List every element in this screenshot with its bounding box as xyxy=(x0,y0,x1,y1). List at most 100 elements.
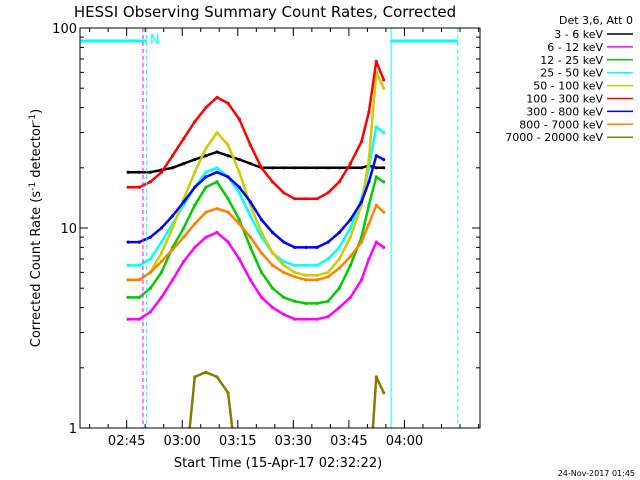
series-point-2-15 xyxy=(293,299,297,303)
series-point-6-16 xyxy=(304,245,308,249)
legend-label-8: 7000 - 20000 keV xyxy=(505,131,603,144)
series-point-0-0 xyxy=(126,170,130,174)
series-point-5-23 xyxy=(374,59,378,64)
series-point-1-23 xyxy=(374,240,378,244)
series-point-7-6 xyxy=(193,222,197,226)
series-point-2-16 xyxy=(304,301,308,305)
x-tick-label-2: 03:15 xyxy=(219,434,256,449)
series-point-6-10 xyxy=(237,185,241,189)
series-point-2-10 xyxy=(237,218,241,222)
legend-label-3: 25 - 50 keV xyxy=(540,67,603,80)
series-point-7-10 xyxy=(237,222,241,226)
series-point-4-12 xyxy=(259,230,264,235)
series-point-1-17 xyxy=(315,317,319,321)
series-point-3-1 xyxy=(137,263,141,267)
series-point-7-7 xyxy=(204,210,208,214)
series-point-4-10 xyxy=(237,170,241,174)
series-point-1-19 xyxy=(337,306,341,310)
y-tick-label-0: 1 xyxy=(69,422,77,437)
series-point-5-10 xyxy=(237,117,241,121)
series-point-7-0 xyxy=(126,278,130,282)
series-point-0-17 xyxy=(315,166,319,170)
series-point-3-17 xyxy=(315,263,319,267)
series-point-6-2 xyxy=(148,235,152,239)
series-point-1-12 xyxy=(259,295,264,299)
series-point-3-18 xyxy=(326,257,330,261)
series-point-4-6 xyxy=(193,170,197,174)
series-point-8-24 xyxy=(382,391,386,395)
series-point-3-3 xyxy=(159,240,164,244)
series-point-4-13 xyxy=(271,251,275,255)
series-point-6-5 xyxy=(182,200,186,204)
series-point-2-18 xyxy=(326,299,330,303)
series-point-1-3 xyxy=(159,295,164,299)
series-point-0-14 xyxy=(282,166,286,170)
y-axis-label-mid: detector xyxy=(29,122,44,182)
series-point-2-7 xyxy=(204,185,208,189)
series-point-2-13 xyxy=(271,286,275,290)
series-point-6-7 xyxy=(204,175,208,179)
series-point-0-9 xyxy=(226,154,230,158)
series-point-6-4 xyxy=(171,214,175,218)
series-point-5-24 xyxy=(382,78,386,82)
series-point-7-24 xyxy=(382,210,386,214)
series-point-6-1 xyxy=(137,240,141,244)
series-point-4-7 xyxy=(204,146,208,150)
series-point-8-23 xyxy=(374,375,378,379)
series-point-6-9 xyxy=(226,175,230,179)
y-tick-label-1: 10 xyxy=(60,222,77,237)
series-point-5-11 xyxy=(248,143,252,147)
series-point-1-16 xyxy=(304,317,308,321)
x-axis-label: Start Time (15-Apr-17 02:32:22) xyxy=(174,456,382,471)
series-point-4-19 xyxy=(337,257,341,261)
series-point-8-8 xyxy=(215,375,219,379)
series-point-5-19 xyxy=(337,180,341,184)
series-point-0-4 xyxy=(171,166,175,170)
series-point-5-6 xyxy=(193,120,197,124)
series-point-7-14 xyxy=(282,270,286,274)
series-point-1-8 xyxy=(215,230,219,235)
series-point-8-9 xyxy=(226,391,230,395)
series-point-3-2 xyxy=(148,257,152,261)
series-point-2-17 xyxy=(315,301,319,305)
series-point-2-2 xyxy=(148,286,152,290)
x-tick-label-1: 03:00 xyxy=(163,434,200,449)
y-tick-label-2: 100 xyxy=(52,22,77,37)
series-point-6-13 xyxy=(271,230,275,235)
series-point-5-3 xyxy=(159,170,164,174)
y-axis-label-sup2: -1 xyxy=(28,114,38,123)
series-point-7-20 xyxy=(348,254,352,259)
series-point-7-18 xyxy=(326,275,330,279)
series-point-0-15 xyxy=(293,166,297,170)
series-point-8-6 xyxy=(193,375,197,379)
series-point-3-24 xyxy=(382,131,386,135)
x-tick-label-4: 03:45 xyxy=(330,434,367,449)
legend-label-7: 800 - 7000 keV xyxy=(519,118,603,131)
legend-label-2: 12 - 25 keV xyxy=(540,54,603,67)
series-point-7-15 xyxy=(293,275,297,279)
series-point-5-5 xyxy=(182,137,186,141)
series-point-1-7 xyxy=(204,235,208,239)
legend-label-1: 6 - 12 keV xyxy=(547,41,603,54)
series-point-5-13 xyxy=(271,180,275,184)
x-tick-label-3: 03:30 xyxy=(275,434,312,449)
plot-frame xyxy=(79,27,481,429)
series-point-0-13 xyxy=(271,166,275,170)
series-point-6-18 xyxy=(326,240,330,244)
series-point-7-16 xyxy=(304,278,308,282)
series-point-4-8 xyxy=(215,131,219,135)
series-point-1-1 xyxy=(137,317,141,321)
series-point-5-1 xyxy=(137,185,141,189)
series-point-2-6 xyxy=(193,203,197,207)
series-point-7-4 xyxy=(171,248,175,252)
series-point-1-5 xyxy=(182,259,186,264)
series-point-2-3 xyxy=(159,270,164,274)
series-point-1-0 xyxy=(126,317,130,321)
y-axis-label-end: ) xyxy=(29,109,44,114)
series-point-4-22 xyxy=(367,157,371,162)
series-point-3-19 xyxy=(337,245,341,249)
series-point-7-22 xyxy=(367,222,371,226)
series-point-5-7 xyxy=(204,106,208,110)
